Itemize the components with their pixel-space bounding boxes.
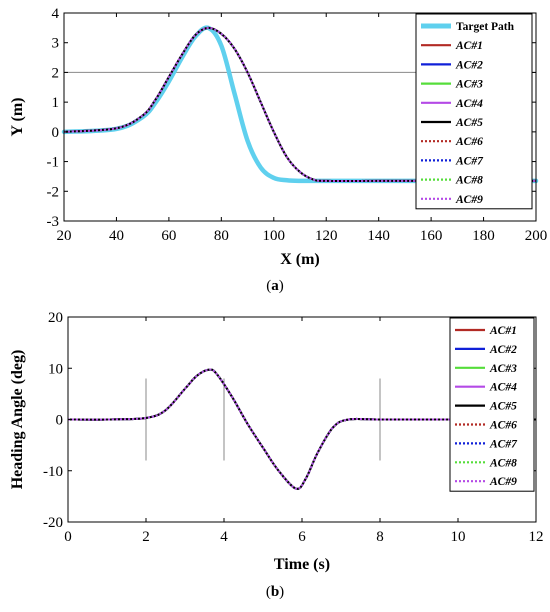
- x-tick-label: 8: [376, 529, 384, 545]
- x-tick-label: 10: [451, 529, 466, 545]
- x-tick-label: 0: [64, 529, 72, 545]
- legend-label: AC#9: [489, 476, 517, 488]
- panel-caption: (b): [266, 584, 284, 600]
- legend-label: AC#2: [455, 59, 483, 71]
- x-axis-label: X (m): [280, 251, 320, 268]
- x-tick-label: 80: [214, 228, 229, 244]
- legend-label: AC#6: [455, 136, 483, 148]
- legend-label: AC#1: [489, 325, 517, 337]
- legend-label: AC#6: [489, 420, 517, 432]
- panel-1: 0 2 4 6 8 10 12 20 10 0 -10 -20 Time (s) Heading Angl…: [9, 310, 544, 600]
- legend-label: AC#8: [455, 175, 483, 187]
- x-tick-label: 140: [367, 228, 390, 244]
- series-line-ac-9: [63, 26, 536, 182]
- x-tick-label: 180: [472, 228, 495, 244]
- y-tick-label: -3: [47, 214, 60, 230]
- legend-label: AC#2: [489, 344, 517, 356]
- y-axis-label: Y (m): [9, 98, 26, 137]
- legend-label: AC#9: [455, 194, 483, 206]
- y-tick-label: -1: [47, 155, 60, 171]
- legend-label: AC#7: [489, 438, 518, 450]
- y-tick-label: 20: [48, 310, 63, 326]
- y-axis-label: Heading Angle (deg): [9, 350, 26, 490]
- legend-label: AC#5: [489, 401, 517, 413]
- legend-label: AC#3: [489, 363, 517, 375]
- legend: AC#1 AC#2 AC#3 AC#4 AC#5 AC#6 AC#7 AC#8 AC#9: [449, 317, 535, 492]
- x-tick-label: 100: [263, 228, 286, 244]
- legend-label: AC#4: [489, 382, 517, 394]
- x-axis-label: Time (s): [274, 556, 330, 573]
- x-tick-label: 6: [298, 529, 306, 545]
- legend-label: AC#4: [455, 98, 483, 110]
- y-tick-label: 10: [48, 361, 63, 377]
- x-tick-label: 2: [142, 529, 150, 545]
- y-tick-label: -20: [43, 515, 63, 531]
- x-tick-label: 120: [315, 228, 338, 244]
- x-tick-label: 20: [57, 228, 72, 244]
- panel-0: 20 40 60 80 100 120 140 160 180 200 4 3 2 1 0 -1 -2 -3 X (…: [9, 6, 547, 294]
- legend-label: AC#8: [489, 457, 517, 469]
- x-tick-label: 4: [220, 529, 228, 545]
- legend-label: Target Path: [456, 21, 515, 33]
- y-tick-label: 3: [52, 36, 60, 52]
- x-tick-label: 12: [529, 529, 544, 545]
- y-tick-label: 0: [56, 413, 64, 429]
- legend-label: AC#5: [455, 117, 483, 129]
- legend-box: [415, 13, 533, 210]
- x-tick-label: 160: [420, 228, 443, 244]
- y-tick-label: -2: [47, 184, 60, 200]
- x-tick-label: 40: [109, 228, 124, 244]
- axes-frame: [63, 12, 537, 222]
- y-tick-label: 2: [52, 65, 60, 81]
- legend-label: AC#7: [455, 155, 484, 167]
- x-tick-label: 60: [161, 228, 176, 244]
- legend-label: AC#1: [455, 40, 483, 52]
- legend-label: AC#3: [455, 79, 483, 91]
- panel-caption: (a): [266, 278, 284, 294]
- series-line-ac-9: [67, 368, 536, 490]
- y-tick-label: 0: [52, 125, 60, 141]
- legend: Target Path AC#1 AC#2 AC#3 AC#4 AC#5 AC#6 AC#7 A…: [415, 13, 533, 210]
- y-tick-label: -10: [43, 464, 63, 480]
- y-tick-label: 4: [52, 6, 60, 22]
- y-tick-label: 1: [52, 95, 60, 111]
- x-tick-label: 200: [525, 228, 548, 244]
